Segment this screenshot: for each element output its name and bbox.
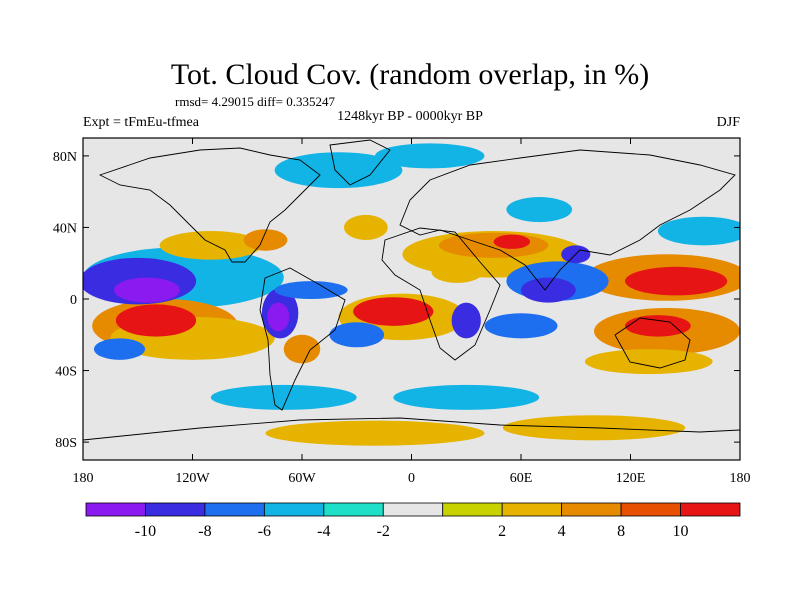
anomaly-region [493,234,531,249]
anomaly-region [267,302,290,332]
anomaly-region [625,315,691,337]
anomaly-region [625,266,728,296]
colorbar-swatch [620,502,681,517]
lat-tick-label: 40S [55,365,77,380]
colorbar-swatch [382,502,444,517]
coastline-greenland [329,139,391,186]
anomaly-region [274,281,348,299]
coastlines [83,139,740,441]
lat-tick-label: 40N [53,221,77,236]
colorbar-label: 10 [673,523,689,540]
lon-tick-label: 120W [175,471,210,486]
colorbar-swatch [323,502,384,517]
lat-tick-label: 80S [55,436,77,451]
coastline-antarctica [83,417,740,441]
colorbar-swatch [263,502,325,517]
stats-line: rmsd= 4.29015 diff= 0.335247 [175,94,335,109]
lon-tick-label: 60W [288,471,316,486]
map-panel [83,138,740,460]
anomaly-region [210,384,357,410]
anomaly-region [375,143,485,169]
colorbar-label: -10 [135,523,156,540]
colorbar-label: -4 [317,523,330,540]
anomaly-region [438,232,549,258]
lon-tick-label: 0 [408,471,415,486]
colorbar-label: -8 [198,523,211,540]
lat-tick-label: 0 [70,293,77,308]
anomaly-region [265,420,485,446]
coastline-africa [381,227,501,361]
anomaly-region [115,304,197,337]
colorbar-label: 4 [558,523,566,540]
latitude-axis: 80N 40N 0 40S 80S [53,150,740,451]
colorbar-label: 8 [617,523,625,540]
anomaly-region [159,231,262,260]
anomaly-region [114,277,180,303]
anomaly-region [274,152,403,189]
anomaly-region [657,216,740,246]
coastline-north-america [98,147,321,263]
lon-tick-label: 180 [73,471,94,486]
period-label: 1248kyr BP - 0000kyr BP [337,109,483,124]
season-label: DJF [717,115,741,130]
cloud-cover-field [83,143,740,446]
coastline-eurasia [399,149,736,291]
anomaly-region [431,261,483,283]
longitude-axis: 180 120W 60W 0 60E 120E 180 [73,138,751,486]
anomaly-region [243,229,288,251]
anomaly-region [343,214,388,240]
coastline-south-america [259,267,346,411]
anomaly-region [584,349,713,375]
anomaly-region [353,297,434,326]
anomaly-region [451,302,481,339]
anomaly-region [521,277,576,303]
lon-tick-label: 60E [510,471,533,486]
coastline-australia [614,317,691,369]
anomaly-region [93,338,146,360]
lat-tick-label: 80N [53,150,77,165]
lon-tick-label: 120E [616,471,646,486]
anomaly-region [329,322,385,348]
colorbar: -10 -8 -6 -4 -2 2 4 8 10 [85,502,741,540]
colorbar-label: -2 [377,523,390,540]
colorbar-swatch [85,502,146,517]
colorbar-swatch [501,502,563,517]
colorbar-swatch [204,502,265,517]
colorbar-swatch [561,502,622,517]
experiment-label: Expt = tFmEu-tfmea [83,115,200,130]
colorbar-swatch [442,502,503,517]
anomaly-region [283,334,321,364]
colorbar-swatch [680,502,741,517]
colorbar-label: 2 [498,523,506,540]
colorbar-label: -6 [258,523,271,540]
lon-tick-label: 180 [730,471,751,486]
colorbar-swatch [145,502,206,517]
figure-title: Tot. Cloud Cov. (random overlap, in %) [171,58,649,91]
anomaly-region [393,384,540,410]
anomaly-region [484,313,558,339]
anomaly-region [506,197,573,223]
